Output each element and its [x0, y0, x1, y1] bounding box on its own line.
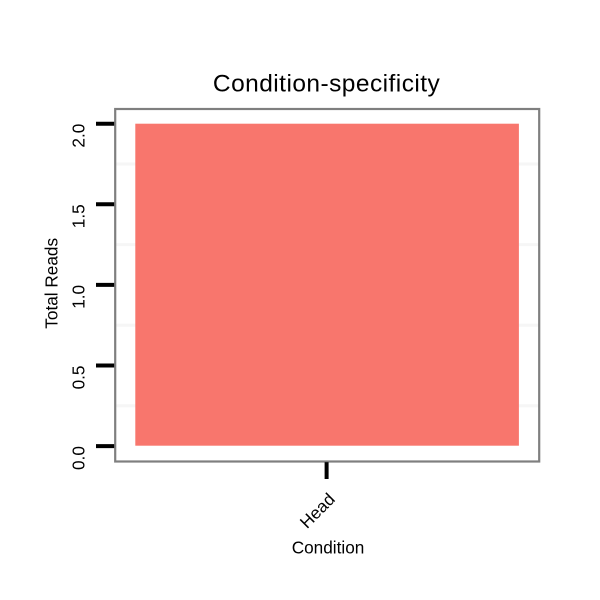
svg-text:1.0: 1.0 — [68, 285, 88, 309]
svg-text:Head: Head — [296, 489, 339, 532]
svg-text:0.0: 0.0 — [68, 446, 88, 470]
svg-text:Condition: Condition — [292, 538, 365, 558]
svg-text:2.0: 2.0 — [68, 124, 88, 148]
svg-text:Condition-specificity: Condition-specificity — [213, 71, 441, 98]
svg-text:1.5: 1.5 — [68, 204, 88, 228]
svg-text:Total Reads: Total Reads — [42, 238, 62, 329]
svg-text:0.5: 0.5 — [68, 366, 88, 390]
